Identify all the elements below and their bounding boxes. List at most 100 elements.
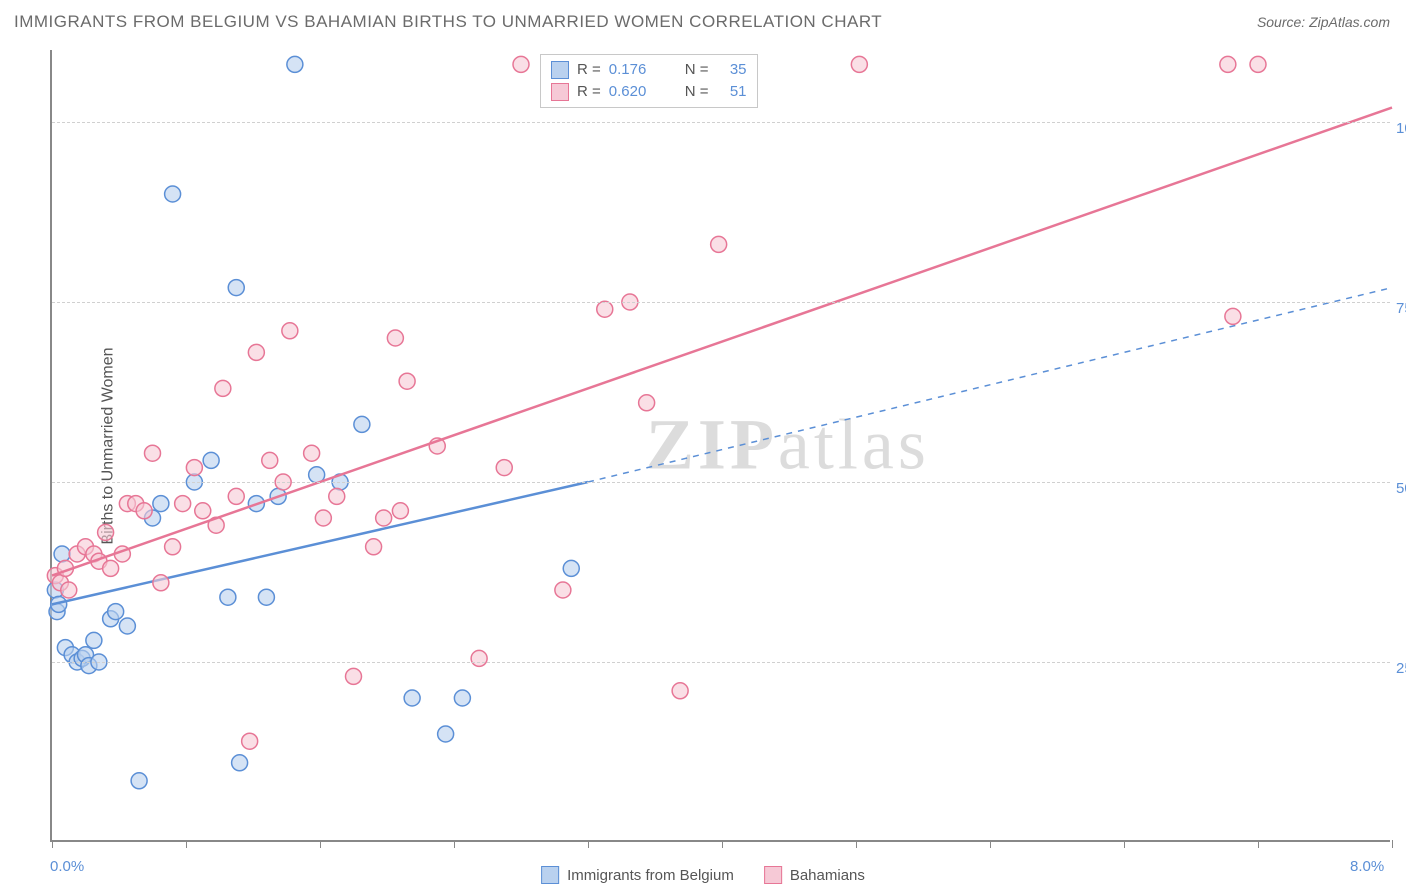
data-point bbox=[61, 582, 77, 598]
data-point bbox=[136, 503, 152, 519]
y-tick-label: 100.0% bbox=[1396, 120, 1406, 137]
n-label: N = bbox=[685, 81, 709, 103]
legend-swatch bbox=[551, 61, 569, 79]
x-tick bbox=[588, 840, 589, 848]
data-point bbox=[54, 546, 70, 562]
n-value: 35 bbox=[717, 59, 747, 81]
data-point bbox=[471, 650, 487, 666]
data-point bbox=[304, 445, 320, 461]
data-point bbox=[315, 510, 331, 526]
n-value: 51 bbox=[717, 81, 747, 103]
gridline bbox=[52, 302, 1390, 303]
trend-line-dashed bbox=[588, 288, 1392, 482]
data-point bbox=[242, 733, 258, 749]
data-point bbox=[376, 510, 392, 526]
x-tick bbox=[1392, 840, 1393, 848]
plot-svg bbox=[52, 50, 1390, 840]
data-point bbox=[354, 416, 370, 432]
legend-series-item: Bahamians bbox=[764, 866, 865, 884]
n-label: N = bbox=[685, 59, 709, 81]
data-point bbox=[1220, 56, 1236, 72]
data-point bbox=[232, 755, 248, 771]
data-point bbox=[215, 380, 231, 396]
x-tick bbox=[186, 840, 187, 848]
legend-swatch bbox=[541, 866, 559, 884]
gridline bbox=[52, 482, 1390, 483]
x-tick bbox=[1258, 840, 1259, 848]
plot-area: ZIPatlas bbox=[50, 50, 1390, 842]
data-point bbox=[262, 452, 278, 468]
data-point bbox=[228, 488, 244, 504]
data-point bbox=[329, 488, 345, 504]
x-tick bbox=[1124, 840, 1125, 848]
legend-series-label: Immigrants from Belgium bbox=[567, 867, 734, 884]
r-label: R = bbox=[577, 81, 601, 103]
data-point bbox=[563, 560, 579, 576]
legend-swatch bbox=[764, 866, 782, 884]
data-point bbox=[186, 460, 202, 476]
data-point bbox=[387, 330, 403, 346]
r-label: R = bbox=[577, 59, 601, 81]
data-point bbox=[119, 618, 135, 634]
y-tick-label: 50.0% bbox=[1396, 480, 1406, 497]
data-point bbox=[346, 668, 362, 684]
data-point bbox=[131, 773, 147, 789]
data-point bbox=[366, 539, 382, 555]
data-point bbox=[454, 690, 470, 706]
gridline bbox=[52, 122, 1390, 123]
data-point bbox=[145, 445, 161, 461]
source-label: Source: ZipAtlas.com bbox=[1257, 14, 1390, 30]
chart-container: IMMIGRANTS FROM BELGIUM VS BAHAMIAN BIRT… bbox=[0, 0, 1406, 892]
legend-row: R = 0.176 N = 35 bbox=[551, 59, 747, 81]
data-point bbox=[108, 604, 124, 620]
data-point bbox=[851, 56, 867, 72]
y-tick-label: 25.0% bbox=[1396, 660, 1406, 677]
data-point bbox=[1225, 308, 1241, 324]
data-point bbox=[98, 524, 114, 540]
data-point bbox=[195, 503, 211, 519]
data-point bbox=[165, 539, 181, 555]
x-tick bbox=[990, 840, 991, 848]
data-point bbox=[496, 460, 512, 476]
data-point bbox=[103, 560, 119, 576]
data-point bbox=[203, 452, 219, 468]
data-point bbox=[282, 323, 298, 339]
data-point bbox=[392, 503, 408, 519]
x-tick bbox=[722, 840, 723, 848]
data-point bbox=[513, 56, 529, 72]
legend-series: Immigrants from Belgium Bahamians bbox=[541, 866, 865, 884]
data-point bbox=[597, 301, 613, 317]
legend-row: R = 0.620 N = 51 bbox=[551, 81, 747, 103]
data-point bbox=[86, 632, 102, 648]
x-tick bbox=[320, 840, 321, 848]
trend-line bbox=[52, 108, 1392, 576]
legend-correlation: R = 0.176 N = 35 R = 0.620 N = 51 bbox=[540, 54, 758, 108]
data-point bbox=[404, 690, 420, 706]
x-tick-label: 0.0% bbox=[50, 858, 84, 875]
chart-title: IMMIGRANTS FROM BELGIUM VS BAHAMIAN BIRT… bbox=[14, 12, 882, 32]
legend-series-item: Immigrants from Belgium bbox=[541, 866, 734, 884]
data-point bbox=[153, 496, 169, 512]
data-point bbox=[438, 726, 454, 742]
r-value: 0.176 bbox=[609, 59, 659, 81]
r-value: 0.620 bbox=[609, 81, 659, 103]
legend-series-label: Bahamians bbox=[790, 867, 865, 884]
data-point bbox=[287, 56, 303, 72]
data-point bbox=[165, 186, 181, 202]
x-tick bbox=[856, 840, 857, 848]
data-point bbox=[672, 683, 688, 699]
data-point bbox=[153, 575, 169, 591]
x-tick bbox=[454, 840, 455, 848]
x-tick bbox=[52, 840, 53, 848]
data-point bbox=[248, 344, 264, 360]
data-point bbox=[555, 582, 571, 598]
legend-swatch bbox=[551, 83, 569, 101]
data-point bbox=[1250, 56, 1266, 72]
data-point bbox=[711, 236, 727, 252]
data-point bbox=[258, 589, 274, 605]
data-point bbox=[175, 496, 191, 512]
data-point bbox=[220, 589, 236, 605]
x-tick-label: 8.0% bbox=[1350, 858, 1384, 875]
data-point bbox=[228, 280, 244, 296]
data-point bbox=[639, 395, 655, 411]
